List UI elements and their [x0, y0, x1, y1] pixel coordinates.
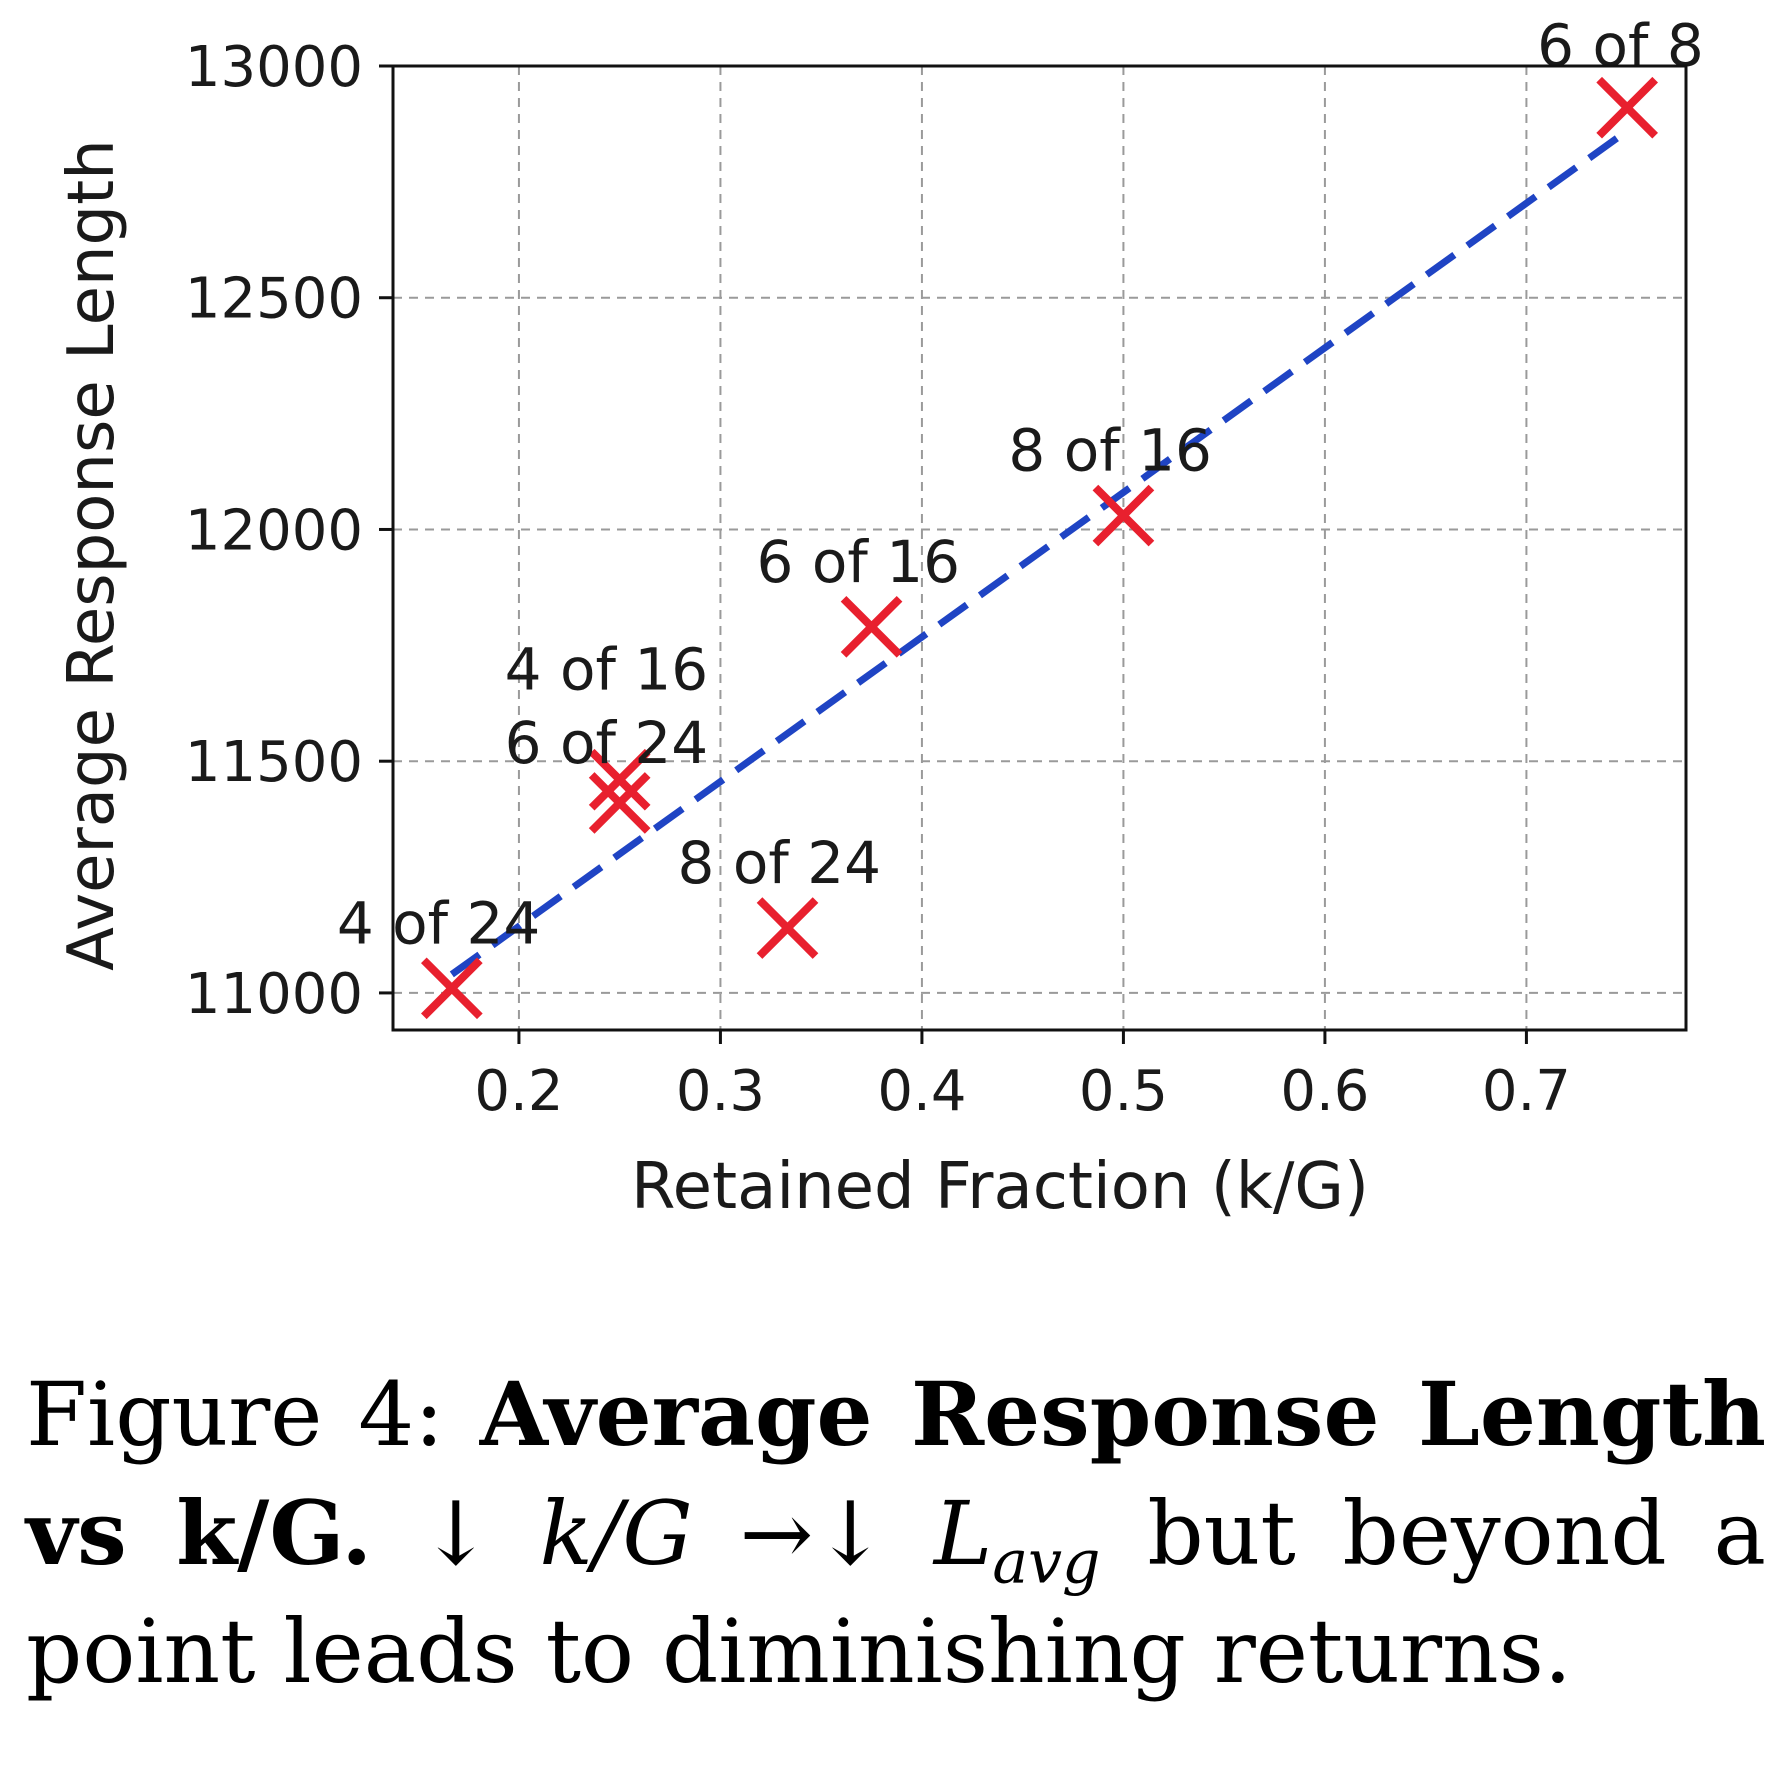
data-point-marker [588, 748, 651, 811]
x-tick-label: 0.7 [1482, 1059, 1571, 1124]
data-point-marker [588, 772, 651, 834]
data-point-label: 6 of 24 [505, 709, 708, 777]
x-tick-label: 0.5 [1079, 1059, 1168, 1124]
caption-rest: but beyond a point leads to diminishing … [26, 1482, 1767, 1703]
x-tick-label: 0.4 [877, 1059, 966, 1124]
plot-frame [391, 64, 1688, 1032]
x-tick-label: 0.2 [474, 1059, 563, 1124]
y-tick-label: 12000 [185, 498, 363, 563]
marker-layer [421, 76, 1658, 1020]
y-tick-label: 11500 [185, 730, 363, 795]
data-point-label: 8 of 16 [1008, 417, 1211, 485]
data-point-marker [1092, 484, 1155, 547]
data-point-label: 4 of 16 [505, 636, 708, 704]
y-tick-label: 12500 [185, 267, 363, 332]
data-point-marker [840, 595, 903, 658]
x-tick-label: 0.6 [1280, 1059, 1369, 1124]
caption-math-subscript: avg [992, 1527, 1101, 1598]
y-tick-label: 13000 [185, 35, 363, 100]
trend-line [449, 128, 1630, 978]
y-axis-label: Average Response Length [55, 139, 129, 971]
y-tick-label: 11000 [185, 962, 363, 1027]
scatter-chart: 4 of 24 4 of 166 of 24 8 of 24 6 of 16 8 of … [55, 12, 1704, 1224]
data-point-marker [1596, 76, 1658, 139]
x-tick-label: 0.3 [676, 1059, 765, 1124]
point-label-layer: 4 of 24 4 of 166 of 24 8 of 24 6 of 16 8 of … [337, 12, 1704, 958]
caption-math: ↓ k/G →↓ L [418, 1482, 993, 1585]
caption-prefix: Figure 4: [26, 1363, 444, 1466]
data-point-marker [421, 957, 483, 1020]
data-point-label: 6 of 8 [1537, 12, 1704, 80]
figure-caption: Figure 4: Average Response Length vs k/G… [26, 1355, 1766, 1711]
data-point-marker [756, 897, 819, 959]
caption-title: Average Response Length vs k/G. [26, 1362, 1766, 1585]
x-axis-label: Retained Fraction (k/G) [631, 1150, 1369, 1224]
trend-line-layer [449, 128, 1630, 978]
data-point-label: 4 of 24 [337, 889, 540, 957]
data-point-label: 6 of 16 [757, 528, 960, 596]
grid-lines [393, 65, 1686, 1030]
data-point-label: 8 of 24 [678, 829, 881, 897]
axis-ticks: 0.2 0.3 0.4 0.5 0.6 0.7 11000 11500 12000 12500 13… [185, 35, 1571, 1124]
